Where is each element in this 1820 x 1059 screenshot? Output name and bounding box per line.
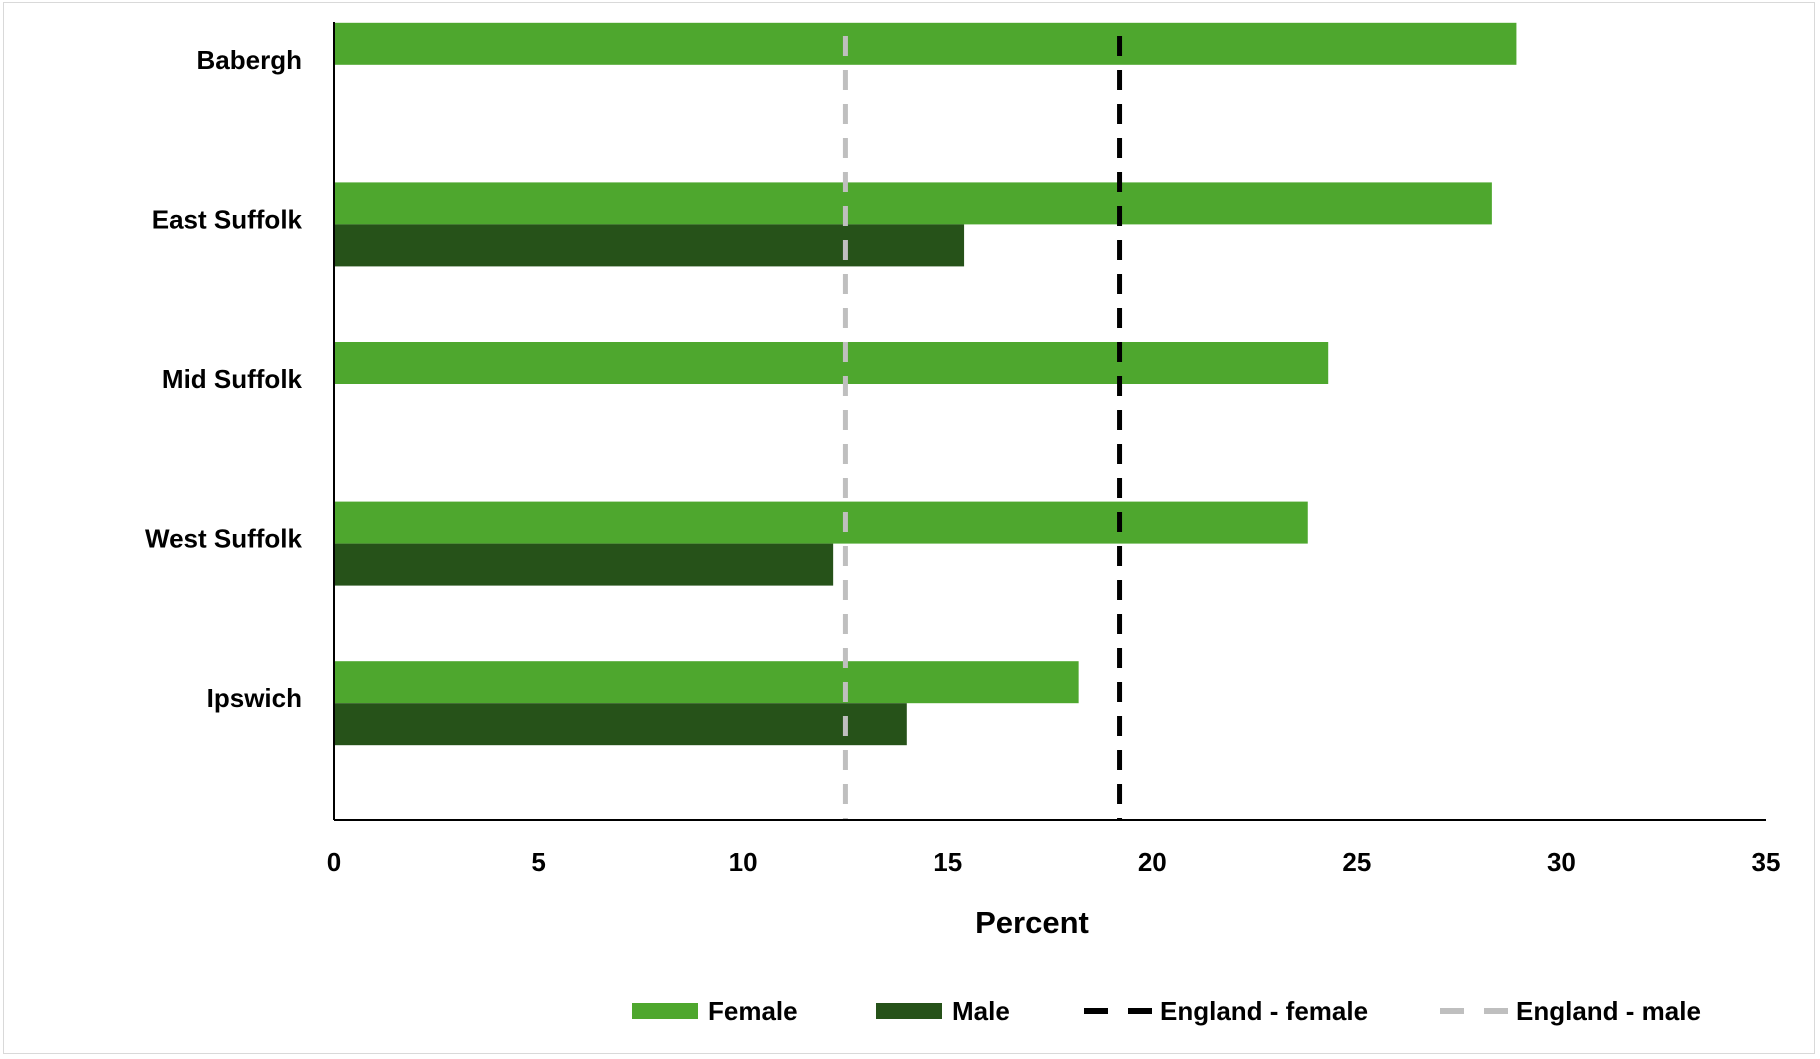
category-label-west-suffolk: West Suffolk (145, 524, 303, 554)
bar-female-babergh (334, 22, 1517, 65)
legend-item-female: Female (632, 996, 798, 1026)
legend-swatch-male (876, 1003, 942, 1019)
legend-label-england-female: England - female (1160, 996, 1368, 1026)
category-label-east-suffolk: East Suffolk (152, 204, 303, 234)
bar-male-east-suffolk (334, 224, 965, 267)
bar-female-west-suffolk (334, 501, 1308, 544)
x-tick-label-35: 35 (1752, 847, 1781, 877)
legend-item-england-female: England - female (1084, 996, 1368, 1026)
x-tick-label-0: 0 (327, 847, 341, 877)
bar-female-ipswich (334, 661, 1079, 704)
reference-lines-group (842, 36, 1123, 820)
legend-item-male: Male (876, 996, 1010, 1026)
x-tick-label-10: 10 (729, 847, 758, 877)
tick-labels-group: 0 5 10 15 20 25 30 35 (327, 847, 1781, 877)
legend: Female Male England - female England - male (632, 996, 1701, 1026)
legend-label-female: Female (708, 996, 798, 1026)
x-tick-label-25: 25 (1342, 847, 1371, 877)
legend-item-england-male: England - male (1440, 996, 1701, 1026)
category-label-babergh: Babergh (197, 45, 302, 75)
legend-swatch-female (632, 1003, 698, 1019)
x-tick-label-15: 15 (933, 847, 962, 877)
legend-label-male: Male (952, 996, 1010, 1026)
bar-male-ipswich (334, 703, 907, 746)
x-tick-label-30: 30 (1547, 847, 1576, 877)
bar-female-mid-suffolk (334, 342, 1329, 384)
legend-label-england-male: England - male (1516, 996, 1701, 1026)
x-tick-label-5: 5 (531, 847, 545, 877)
x-axis-title: Percent (975, 905, 1089, 940)
category-label-mid-suffolk: Mid Suffolk (162, 364, 303, 394)
category-label-ipswich: Ipswich (207, 683, 302, 713)
axes-group (333, 22, 1766, 821)
bars-group (334, 22, 1517, 746)
bar-male-west-suffolk (334, 543, 834, 586)
category-labels-group: Babergh East Suffolk Mid Suffolk West Suffo… (145, 45, 303, 713)
x-tick-label-20: 20 (1138, 847, 1167, 877)
bar-female-east-suffolk (334, 182, 1492, 225)
